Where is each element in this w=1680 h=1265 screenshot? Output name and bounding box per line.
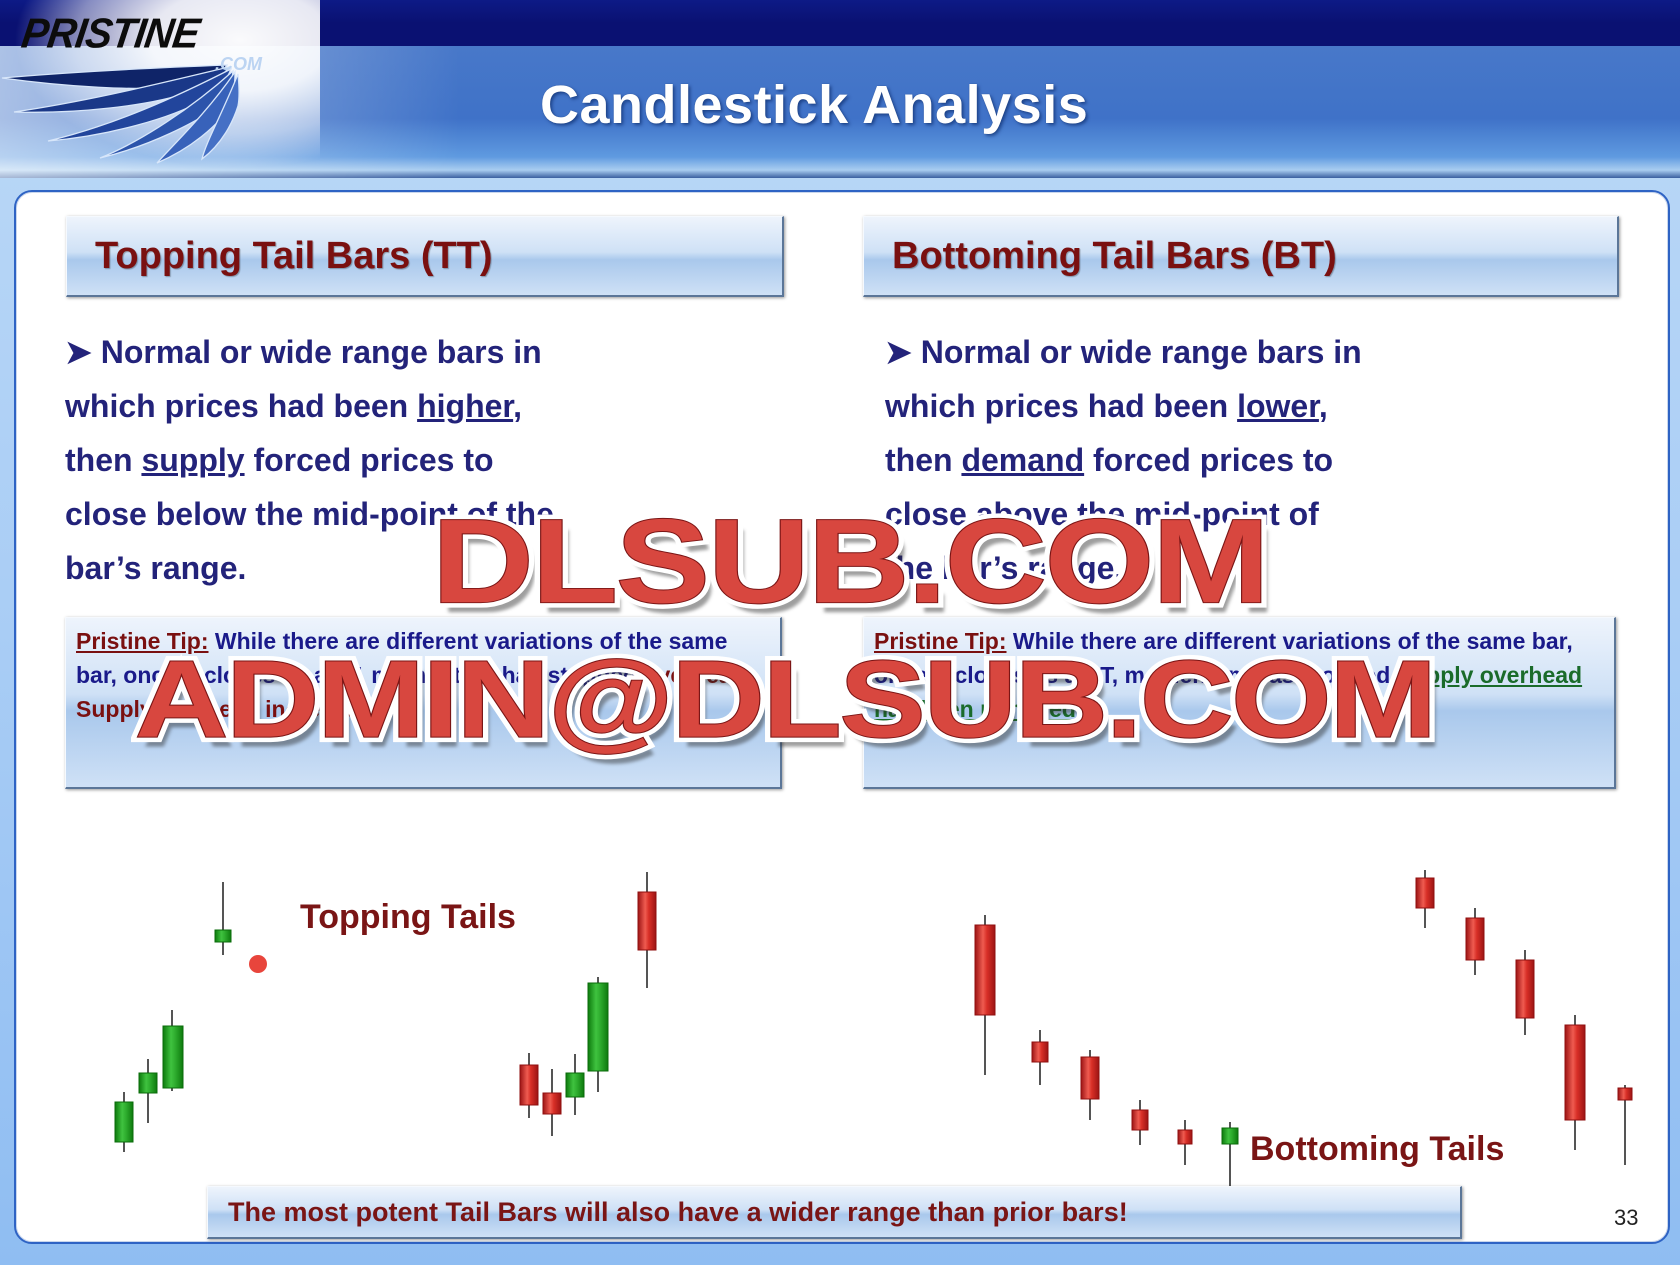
svg-text:Bottoming Tails: Bottoming Tails bbox=[1250, 1130, 1504, 1168]
svg-text:Topping Tails: Topping Tails bbox=[300, 898, 516, 936]
